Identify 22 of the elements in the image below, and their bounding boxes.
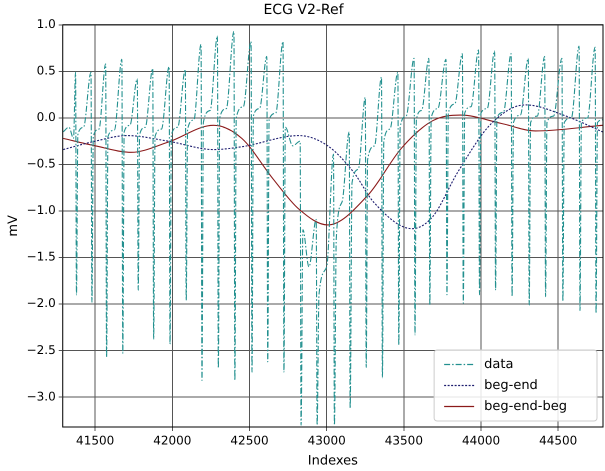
y-tick-label: −1.5 (26, 250, 56, 264)
x-tick-label: 42500 (230, 433, 269, 448)
x-axis-title: Indexes (308, 454, 358, 469)
y-tick-label: 0.5 (36, 63, 56, 78)
y-tick-label: 1.0 (36, 16, 56, 31)
x-tick-label: 43000 (308, 433, 346, 448)
chart-title: ECG V2-Ref (263, 2, 345, 18)
x-tick-label: 42000 (153, 433, 192, 448)
legend-label: beg-end (484, 378, 538, 393)
legend-label: beg-end-beg (484, 398, 567, 414)
legend-label: data (484, 356, 514, 372)
y-tick-label: 0.0 (36, 110, 56, 124)
y-tick-label: −1.0 (26, 203, 56, 218)
x-tick-label: 44500 (539, 433, 578, 448)
y-tick-label: −2.5 (26, 342, 56, 357)
x-tick-label: 43500 (384, 433, 423, 448)
y-tick-label: −0.5 (26, 156, 56, 171)
y-axis-title: mV (6, 215, 22, 237)
x-tick-label: 41500 (76, 433, 114, 448)
y-tick-label: −3.0 (26, 389, 56, 404)
x-tick-label: 44000 (462, 433, 500, 448)
y-tick-label: −2.0 (26, 296, 56, 310)
